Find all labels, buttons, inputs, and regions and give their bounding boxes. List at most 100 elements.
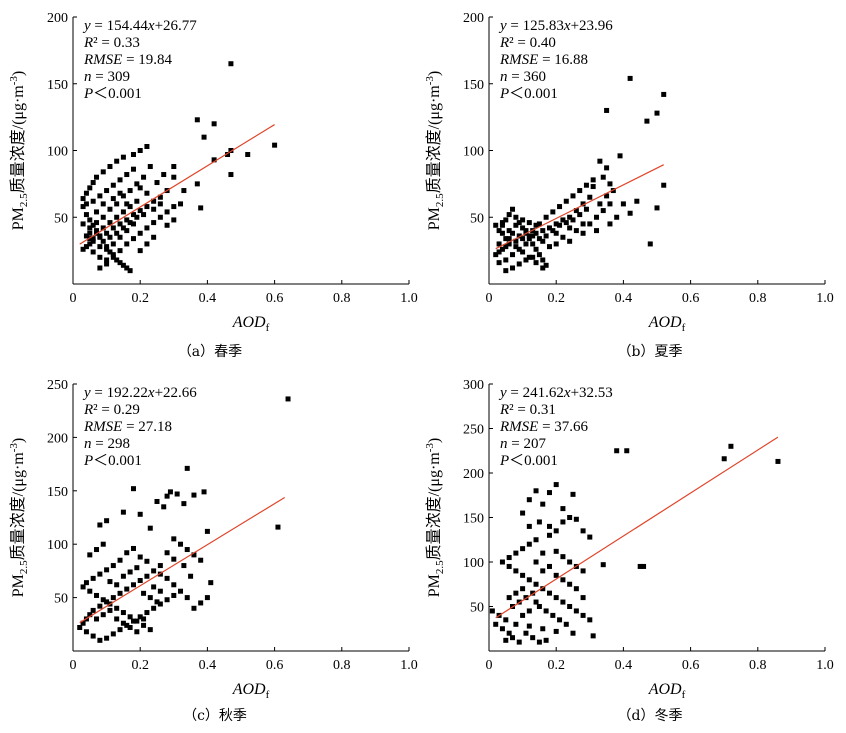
data-point [94, 228, 100, 234]
data-point [154, 498, 160, 504]
data-point [516, 261, 522, 267]
data-point [590, 184, 596, 190]
data-point [560, 577, 566, 583]
data-point [553, 595, 559, 601]
data-point [90, 607, 96, 613]
data-point [506, 236, 512, 242]
data-point [520, 225, 526, 231]
data-point [188, 573, 194, 579]
data-point [573, 516, 579, 522]
data-point [546, 244, 552, 250]
data-point [510, 252, 516, 258]
data-point [536, 604, 542, 609]
data-point [546, 590, 552, 596]
data-point [536, 639, 542, 645]
regression-equation: y = 192.22x+22.66 [82, 385, 197, 401]
data-point [499, 230, 505, 236]
data-point [661, 182, 667, 188]
data-point [543, 262, 549, 268]
x-tick-label: 0 [70, 658, 77, 673]
data-point [580, 201, 586, 207]
data-point [114, 616, 120, 622]
data-point [134, 198, 140, 204]
data-point [90, 222, 96, 228]
regression-line [79, 124, 275, 245]
data-point [164, 575, 170, 581]
data-point [117, 221, 123, 227]
p-value: P＜0.001 [83, 86, 142, 102]
data-point [553, 572, 559, 578]
p-value: P＜0.001 [499, 453, 558, 469]
r-squared-value: R² = 0.33 [83, 35, 140, 51]
data-point [560, 519, 566, 525]
data-point [100, 612, 106, 618]
x-tick-label: 0 [70, 291, 77, 306]
data-point [124, 550, 130, 556]
data-point [570, 193, 576, 199]
data-point [114, 158, 120, 164]
data-point [104, 261, 110, 267]
data-point [114, 582, 120, 588]
data-point [557, 617, 563, 623]
data-point [178, 201, 184, 207]
data-point [627, 210, 633, 216]
data-point [110, 196, 116, 202]
data-point [107, 206, 113, 212]
data-point [513, 590, 519, 596]
data-point [130, 545, 136, 551]
data-point [590, 177, 596, 183]
scatter-panel-3: 0 0.2 0.4 0.6 0.8 1.0 50 100 150 200 250 y = 192.22… [8, 378, 418, 724]
data-point [533, 260, 539, 266]
data-point [141, 174, 147, 180]
data-point [536, 519, 542, 525]
data-point [587, 617, 593, 623]
data-point [516, 233, 522, 239]
data-point [87, 552, 93, 558]
data-point [117, 190, 123, 196]
data-point [533, 581, 539, 587]
data-point [597, 158, 603, 164]
data-point [114, 257, 120, 263]
data-point [120, 262, 126, 268]
data-point [127, 569, 133, 575]
data-point [120, 209, 126, 215]
data-point [83, 233, 89, 239]
data-point [567, 214, 573, 220]
data-point [144, 573, 150, 579]
data-point [83, 201, 89, 207]
data-point [523, 257, 529, 263]
data-point [90, 249, 96, 255]
data-point [110, 252, 116, 258]
data-point [557, 222, 563, 228]
data-point [87, 241, 93, 247]
data-point [90, 575, 96, 581]
data-point [570, 630, 576, 636]
data-point [107, 249, 113, 255]
data-point [540, 586, 546, 592]
data-point [516, 639, 522, 645]
data-point [120, 509, 126, 515]
data-point [580, 528, 586, 534]
data-point [127, 625, 133, 631]
data-point [228, 172, 234, 178]
data-point [161, 172, 167, 178]
data-point [184, 595, 190, 601]
data-point [540, 626, 546, 632]
data-point [617, 153, 623, 159]
data-point [87, 588, 93, 594]
data-point [553, 221, 559, 227]
rmse-value: RMSE = 27.18 [83, 419, 172, 435]
data-point [510, 206, 516, 212]
x-tick-label: 0.2 [547, 291, 565, 306]
data-point [141, 616, 147, 622]
data-point [540, 228, 546, 234]
data-point [580, 595, 586, 601]
data-point [627, 75, 633, 81]
data-point [580, 221, 586, 227]
data-point [114, 201, 120, 207]
data-point [104, 244, 110, 250]
data-point [573, 208, 579, 214]
data-point [567, 238, 573, 244]
data-point [134, 629, 140, 635]
